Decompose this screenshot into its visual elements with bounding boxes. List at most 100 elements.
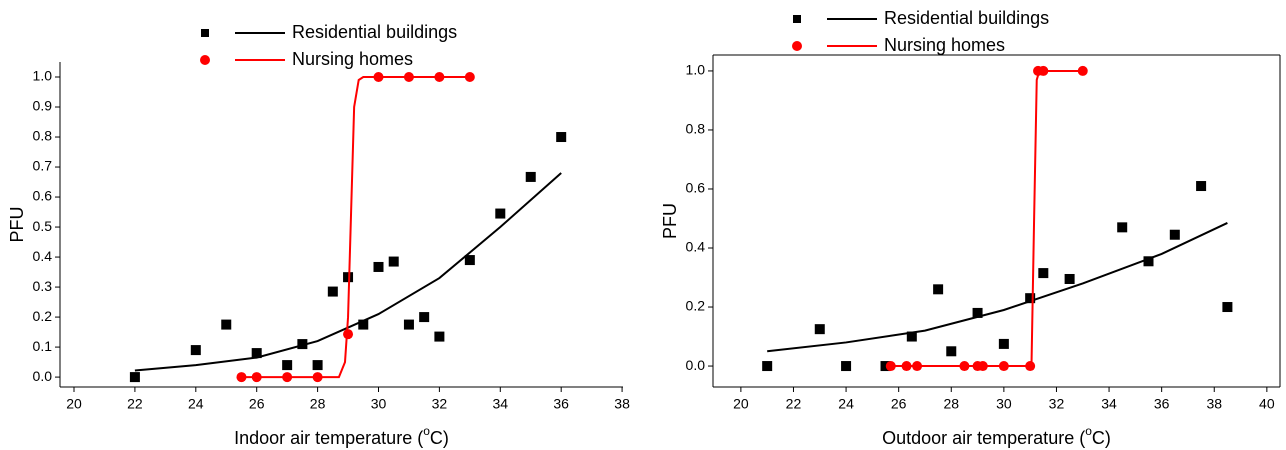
data-point bbox=[464, 255, 475, 266]
fit-line bbox=[767, 222, 1228, 353]
data-point bbox=[327, 286, 338, 297]
y-tick-label: 0.2 bbox=[33, 308, 53, 324]
data-point bbox=[972, 307, 983, 318]
data-point bbox=[1077, 65, 1088, 76]
y-axis-label: PFU bbox=[7, 207, 27, 243]
data-point bbox=[814, 324, 825, 335]
legend-marker bbox=[793, 15, 801, 23]
data-point bbox=[1038, 268, 1049, 279]
x-tick-label: 38 bbox=[614, 396, 630, 412]
data-point bbox=[434, 331, 445, 342]
data-point bbox=[312, 360, 323, 371]
y-tick-label: 0.1 bbox=[33, 338, 53, 354]
legend-label: Residential buildings bbox=[292, 22, 457, 42]
x-axis-label: Indoor air temperature (oC) bbox=[234, 424, 449, 448]
x-tick-label: 36 bbox=[553, 396, 569, 412]
x-axis-label: Outdoor air temperature (oC) bbox=[882, 424, 1111, 448]
data-point bbox=[885, 361, 896, 372]
x-tick-label: 38 bbox=[1206, 396, 1222, 412]
x-tick-label: 32 bbox=[1049, 396, 1065, 412]
legend-label: Nursing homes bbox=[884, 35, 1005, 55]
data-point bbox=[495, 208, 506, 219]
y-tick-label: 0.6 bbox=[686, 180, 706, 196]
data-point bbox=[373, 261, 384, 272]
data-point bbox=[403, 319, 414, 330]
fit-line bbox=[241, 76, 470, 379]
data-point bbox=[464, 72, 475, 83]
x-axis-label-part: o bbox=[423, 424, 430, 438]
x-tick-label: 34 bbox=[1101, 396, 1117, 412]
data-point bbox=[841, 361, 852, 372]
data-point bbox=[998, 361, 1009, 372]
data-point bbox=[998, 338, 1009, 349]
data-point bbox=[525, 171, 536, 182]
legend-label: Residential buildings bbox=[884, 8, 1049, 28]
data-point bbox=[297, 339, 308, 350]
y-tick-label: 0.0 bbox=[686, 357, 706, 373]
data-point bbox=[358, 319, 369, 330]
data-point bbox=[1117, 222, 1128, 233]
data-point bbox=[434, 72, 445, 83]
x-tick-label: 24 bbox=[838, 396, 854, 412]
data-point bbox=[1025, 293, 1036, 304]
data-point bbox=[419, 312, 430, 323]
data-point bbox=[129, 372, 140, 383]
data-point bbox=[282, 372, 293, 383]
data-point bbox=[312, 372, 323, 383]
data-point bbox=[251, 348, 262, 359]
x-tick-label: 26 bbox=[891, 396, 907, 412]
y-tick-label: 1.0 bbox=[33, 68, 53, 84]
x-tick-label: 40 bbox=[1259, 396, 1275, 412]
data-point bbox=[282, 360, 293, 371]
y-tick-label: 0.5 bbox=[33, 218, 53, 234]
data-point bbox=[343, 272, 354, 283]
y-tick-label: 0.3 bbox=[33, 278, 53, 294]
y-tick-label: 0.4 bbox=[686, 239, 706, 255]
y-tick-label: 0.4 bbox=[33, 248, 53, 264]
data-point bbox=[1064, 273, 1075, 284]
data-point bbox=[190, 345, 201, 356]
chart-panel: 20 22 24 26 28 30 32 34 36 38 0.0 0.1 0.2 0.3 0.4 0.5 0.… bbox=[7, 22, 630, 448]
x-axis-label-part: o bbox=[1085, 424, 1092, 438]
legend-marker bbox=[201, 29, 209, 37]
data-point bbox=[1038, 65, 1049, 76]
fit-line bbox=[890, 69, 1083, 368]
data-point bbox=[912, 361, 923, 372]
data-point bbox=[977, 361, 988, 372]
fit-line bbox=[134, 172, 562, 372]
legend-label: Nursing homes bbox=[292, 49, 413, 69]
y-tick-label: 0.8 bbox=[33, 128, 53, 144]
data-point bbox=[901, 361, 912, 372]
y-tick-label: 1.0 bbox=[686, 62, 706, 78]
y-tick-label: 0.9 bbox=[33, 98, 53, 114]
y-tick-label: 0.0 bbox=[33, 368, 53, 384]
x-axis-label-part: Indoor air temperature ( bbox=[234, 428, 423, 448]
data-point bbox=[373, 72, 384, 83]
data-point bbox=[221, 319, 232, 330]
x-axis-label-part: C) bbox=[430, 428, 449, 448]
data-point bbox=[880, 361, 891, 372]
legend-marker bbox=[200, 55, 210, 65]
x-tick-label: 30 bbox=[371, 396, 387, 412]
x-tick-label: 30 bbox=[996, 396, 1012, 412]
data-point bbox=[388, 256, 399, 267]
data-point bbox=[1222, 302, 1233, 313]
y-tick-label: 0.2 bbox=[686, 298, 706, 314]
chart-panel: 20 22 24 26 28 30 32 34 36 38 40 0.0 0.2 0.4 0.6 0.8 1.0… bbox=[660, 8, 1281, 448]
x-tick-label: 32 bbox=[432, 396, 448, 412]
data-point bbox=[906, 331, 917, 342]
data-point bbox=[762, 361, 773, 372]
data-point bbox=[1196, 181, 1207, 192]
data-point bbox=[946, 346, 957, 357]
x-tick-label: 28 bbox=[310, 396, 326, 412]
x-tick-label: 20 bbox=[66, 396, 82, 412]
x-tick-label: 36 bbox=[1154, 396, 1170, 412]
x-tick-label: 26 bbox=[249, 396, 265, 412]
data-point bbox=[556, 132, 567, 143]
y-tick-label: 0.7 bbox=[33, 158, 53, 174]
x-tick-label: 24 bbox=[188, 396, 204, 412]
y-tick-label: 0.6 bbox=[33, 188, 53, 204]
data-point bbox=[1143, 256, 1154, 267]
